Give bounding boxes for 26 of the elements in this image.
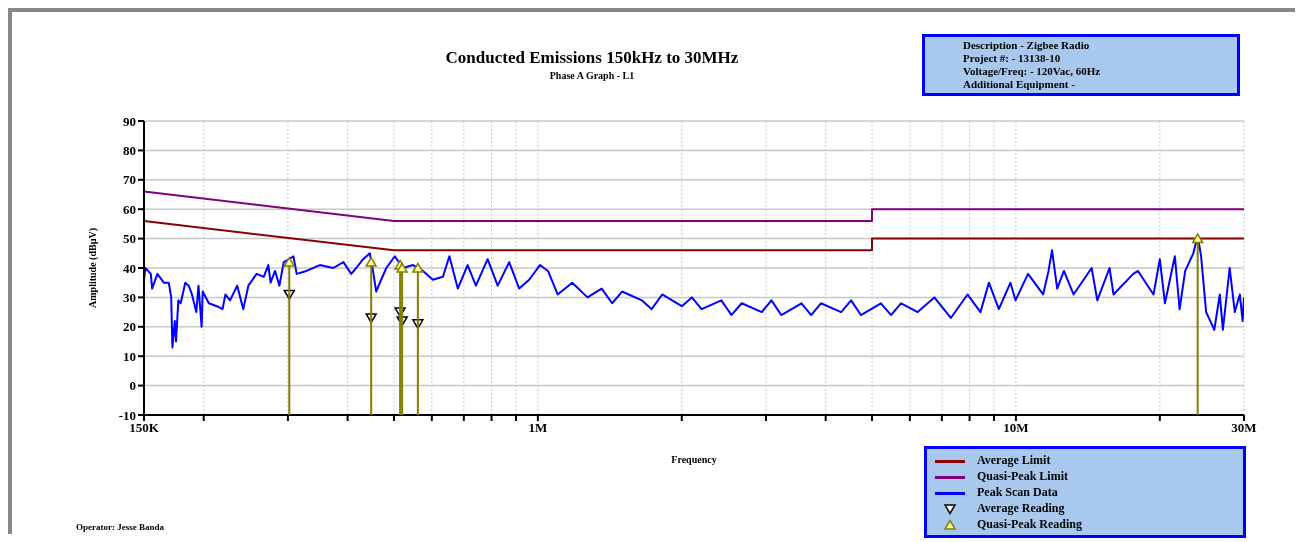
chart-title: Conducted Emissions 150kHz to 30MHz [444, 48, 740, 68]
y-tick-label: -10 [118, 407, 136, 423]
y-tick-label: 50 [123, 231, 136, 247]
y-tick-label: 90 [123, 113, 136, 129]
y-axis-title: Amplitude (dBµV) [86, 228, 99, 308]
legend-label: Average Limit [977, 453, 1051, 467]
info-panel: Description - Zigbee Radio Project #: - 13138-10 Voltage/Freq: - 120Vac, 60Hz Additional Equipment - [922, 34, 1240, 96]
legend-label: Peak Scan Data [977, 485, 1058, 499]
x-axis-title: Frequency [671, 454, 717, 465]
y-tick-label: 40 [123, 260, 136, 276]
chart-subtitle: Phase A Graph - L1 [548, 70, 636, 81]
y-tick-label: 0 [129, 378, 136, 394]
x-tick-label: 10M [1003, 420, 1029, 436]
y-tick-label: 20 [123, 319, 136, 335]
x-tick-label: 30M [1231, 420, 1257, 436]
legend-label: Quasi-Peak Limit [977, 469, 1069, 483]
y-tick-label: 80 [123, 143, 136, 159]
x-tick-label: 150K [129, 420, 160, 436]
legend-label: Average Reading [977, 501, 1065, 515]
text: Operator: Jesse Banda [76, 522, 164, 532]
y-tick-label: 30 [123, 290, 136, 306]
y-tick-label: 10 [123, 348, 136, 364]
legend-label: Quasi-Peak Reading [977, 517, 1083, 531]
y-tick-label: 70 [123, 172, 136, 188]
y-tick-label: 60 [123, 201, 136, 217]
x-tick-label: 1M [528, 420, 548, 436]
